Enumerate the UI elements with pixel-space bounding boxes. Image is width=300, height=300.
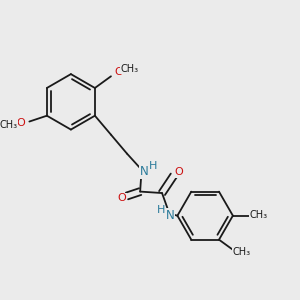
Text: CH₃: CH₃ (121, 64, 139, 74)
Text: O: O (17, 118, 26, 128)
Text: O: O (115, 67, 124, 77)
Text: N: N (140, 165, 148, 178)
Text: CH₃: CH₃ (232, 247, 250, 257)
Text: O: O (175, 167, 183, 177)
Text: O: O (117, 193, 126, 203)
Text: H: H (148, 161, 157, 171)
Text: H: H (156, 205, 165, 215)
Text: CH₃: CH₃ (249, 210, 267, 220)
Text: CH₃: CH₃ (0, 120, 17, 130)
Text: N: N (166, 209, 174, 222)
